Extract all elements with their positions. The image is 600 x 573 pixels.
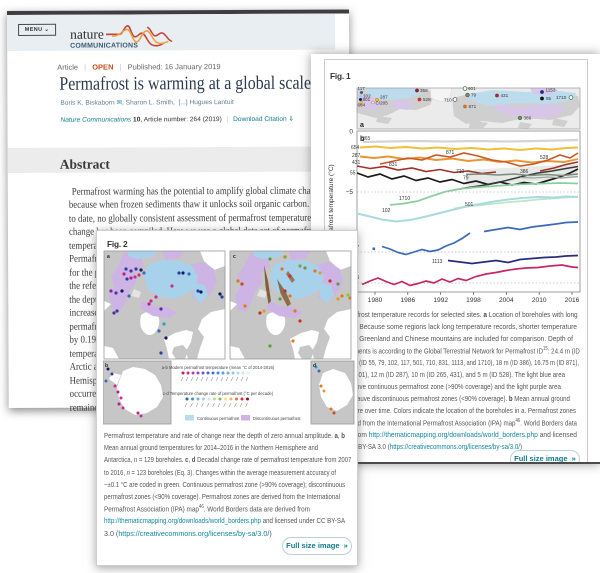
svg-text:265: 265 (362, 136, 371, 142)
svg-text:710: 710 (456, 169, 465, 175)
svg-text:287: 287 (352, 153, 361, 159)
svg-text:386: 386 (520, 169, 529, 175)
svg-text:0: 0 (349, 129, 353, 136)
svg-text:102: 102 (382, 208, 391, 214)
svg-text:nature: nature (70, 27, 104, 42)
svg-text:2010: 2010 (532, 297, 547, 304)
svg-text:386: 386 (524, 116, 532, 121)
svg-text:1710: 1710 (556, 95, 567, 100)
svg-text:528: 528 (540, 155, 549, 161)
svg-text:a: a (360, 122, 364, 129)
svg-text:871: 871 (446, 150, 455, 156)
svg-text:79: 79 (471, 93, 477, 98)
svg-text:d: d (313, 363, 316, 369)
svg-text:1992: 1992 (433, 297, 448, 304)
svg-text:871: 871 (469, 104, 477, 109)
svg-text:102: 102 (363, 94, 371, 99)
svg-text:b: b (360, 134, 365, 143)
svg-text:Discontinuous permafrost: Discontinuous permafrost (253, 416, 301, 421)
svg-text:COMMUNICATIONS: COMMUNICATIONS (70, 42, 138, 49)
svg-text:c: c (233, 254, 236, 260)
svg-text:1980: 1980 (368, 297, 383, 304)
svg-text:1998: 1998 (466, 297, 481, 304)
svg-text:831: 831 (389, 162, 398, 168)
svg-text:C/205: C/205 (376, 101, 389, 106)
svg-text:2016: 2016 (565, 297, 580, 304)
svg-text:1113: 1113 (432, 259, 443, 265)
svg-text:710: 710 (444, 98, 452, 103)
svg-text:55: 55 (350, 171, 356, 177)
svg-text:b: b (105, 363, 108, 369)
svg-text:1710: 1710 (399, 196, 410, 202)
svg-text:117: 117 (358, 86, 366, 91)
svg-text:1153: 1153 (546, 88, 556, 93)
svg-text:287: 287 (380, 95, 388, 100)
svg-text:501: 501 (465, 202, 474, 208)
svg-text:356: 356 (420, 88, 428, 93)
svg-text:528: 528 (423, 97, 431, 102)
svg-text:c-d Temperature change rate of: c-d Temperature change rate of permafros… (163, 391, 274, 396)
svg-text:Continuous permafrost: Continuous permafrost (197, 416, 240, 421)
svg-text:664: 664 (358, 103, 366, 108)
svg-text:permafrost temperature (°C): permafrost temperature (°C) (327, 164, 335, 245)
svg-text:−5: −5 (346, 189, 354, 196)
svg-text:654: 654 (351, 145, 360, 151)
svg-text:601: 601 (468, 86, 476, 91)
svg-text:801: 801 (363, 97, 371, 102)
svg-text:a: a (107, 254, 110, 260)
svg-text:431: 431 (501, 93, 509, 98)
svg-text:2004: 2004 (499, 297, 514, 304)
svg-text:79: 79 (463, 176, 469, 182)
svg-text:1986: 1986 (400, 297, 415, 304)
svg-text:431: 431 (352, 160, 361, 166)
svg-text:55: 55 (546, 96, 552, 101)
svg-text:a-b Modern permafrost temperat: a-b Modern permafrost temperature (mean … (162, 365, 275, 370)
